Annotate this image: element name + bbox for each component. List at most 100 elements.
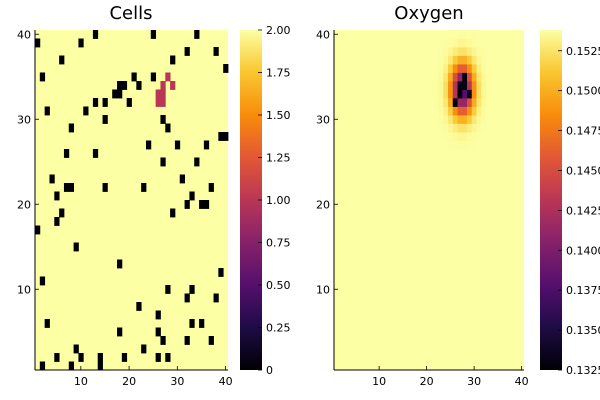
heatmap-cell	[223, 132, 229, 141]
heatmap-cell	[467, 72, 473, 82]
heatmap-cell	[471, 123, 477, 133]
heatmap-cell	[457, 81, 463, 90]
heatmap-cell	[471, 98, 477, 107]
heatmap-cell	[448, 81, 454, 90]
heatmap-cell	[481, 55, 487, 65]
heatmap-cell	[457, 38, 463, 48]
heatmap-cell	[35, 38, 41, 48]
heatmap-cell	[443, 98, 449, 107]
heatmap-cell	[97, 353, 103, 362]
heatmap-cell	[476, 55, 482, 65]
heatmap-cell	[165, 353, 171, 362]
heatmap-cell	[429, 106, 435, 116]
heatmap-cell	[49, 174, 55, 184]
heatmap-cell	[462, 38, 468, 48]
heatmap-cell	[438, 72, 444, 82]
heatmap-cell	[443, 149, 449, 158]
y-tick-label: 10	[17, 283, 31, 296]
heatmap-cell	[189, 319, 195, 328]
heatmap-cell	[467, 106, 473, 116]
heatmap-cell	[476, 98, 482, 107]
y-tick-label: 30	[316, 113, 330, 126]
heatmap-cell	[438, 89, 444, 99]
heatmap-cell	[457, 98, 463, 107]
heatmap-cell	[150, 30, 157, 39]
heatmap-cell	[476, 64, 482, 73]
heatmap-cell	[476, 149, 482, 158]
heatmap-cell	[481, 123, 487, 133]
heatmap-cell	[448, 64, 454, 73]
heatmap-cell	[457, 55, 463, 65]
heatmap-cell	[170, 81, 176, 90]
heatmap-cell	[92, 149, 99, 158]
heatmap-cell	[457, 149, 463, 158]
heatmap-cell	[102, 98, 108, 107]
heatmap-cell	[189, 285, 195, 294]
heatmap-cell	[481, 47, 487, 56]
colorbar-tick-label: 0.1525	[566, 45, 600, 58]
x-tick-label: 10	[372, 375, 386, 388]
heatmap-cell	[490, 64, 496, 73]
heatmap-cell	[490, 89, 496, 99]
y-tick-label: 40	[316, 28, 330, 41]
heatmap-cell	[92, 98, 99, 107]
heatmap-cell	[452, 140, 458, 150]
heatmap-cell	[170, 208, 176, 218]
heatmap-cell	[452, 30, 458, 39]
heatmap-cell	[471, 132, 477, 141]
heatmap-cell	[467, 115, 473, 124]
heatmap-cell	[457, 140, 463, 150]
heatmap-cell	[39, 361, 46, 371]
heatmap-cell	[443, 30, 449, 39]
heatmap-cell	[68, 183, 75, 192]
heatmap-cell	[117, 81, 123, 90]
heatmap-cell	[467, 38, 473, 48]
heatmap-cell	[102, 183, 108, 192]
heatmap-cell	[63, 183, 70, 192]
heatmap-cell	[457, 123, 463, 133]
heatmap-cell	[486, 89, 492, 99]
heatmap-cell	[467, 64, 473, 73]
heatmap-cell	[481, 115, 487, 124]
heatmap-cell	[443, 123, 449, 133]
heatmap-cell	[443, 106, 449, 116]
heatmap-cell	[452, 98, 458, 107]
heatmap-cell	[160, 157, 166, 167]
heatmap-cell	[160, 89, 166, 99]
heatmap-cell	[462, 115, 468, 124]
heatmap-cell	[452, 106, 458, 116]
heatmap-cell	[203, 140, 210, 150]
heatmap-cell	[462, 89, 468, 99]
heatmap-cell	[486, 98, 492, 107]
heatmap-cell	[443, 47, 449, 56]
heatmap-cell	[102, 115, 108, 124]
heatmap-cell	[121, 81, 128, 90]
heatmap-cell	[471, 140, 477, 150]
heatmap-cell	[126, 98, 132, 107]
heatmap-cell	[486, 38, 492, 48]
heatmap-cell	[448, 38, 454, 48]
heatmap-cell	[155, 98, 161, 107]
heatmap-cell	[471, 55, 477, 65]
heatmap-cell	[438, 115, 444, 124]
heatmap-cell	[39, 276, 46, 286]
heatmap-cell	[438, 47, 444, 56]
heatmap-cell	[218, 268, 224, 277]
heatmap-cell	[170, 55, 176, 65]
heatmap-cell	[476, 81, 482, 90]
colorbar-tick-label: 1.25	[266, 152, 291, 165]
heatmap-cell	[78, 38, 84, 48]
heatmap-cell	[117, 327, 123, 337]
heatmap-cell	[68, 123, 75, 133]
heatmap-cell	[462, 55, 468, 65]
heatmap-cell	[92, 30, 99, 39]
colorbar-tick-label: 0	[266, 364, 273, 377]
heatmap-cell	[438, 64, 444, 73]
heatmap-cell	[160, 115, 166, 124]
heatmap-cell	[486, 81, 492, 90]
heatmap-cell	[97, 361, 103, 371]
heatmap-cell	[155, 353, 161, 362]
heatmap-cell	[448, 106, 454, 116]
